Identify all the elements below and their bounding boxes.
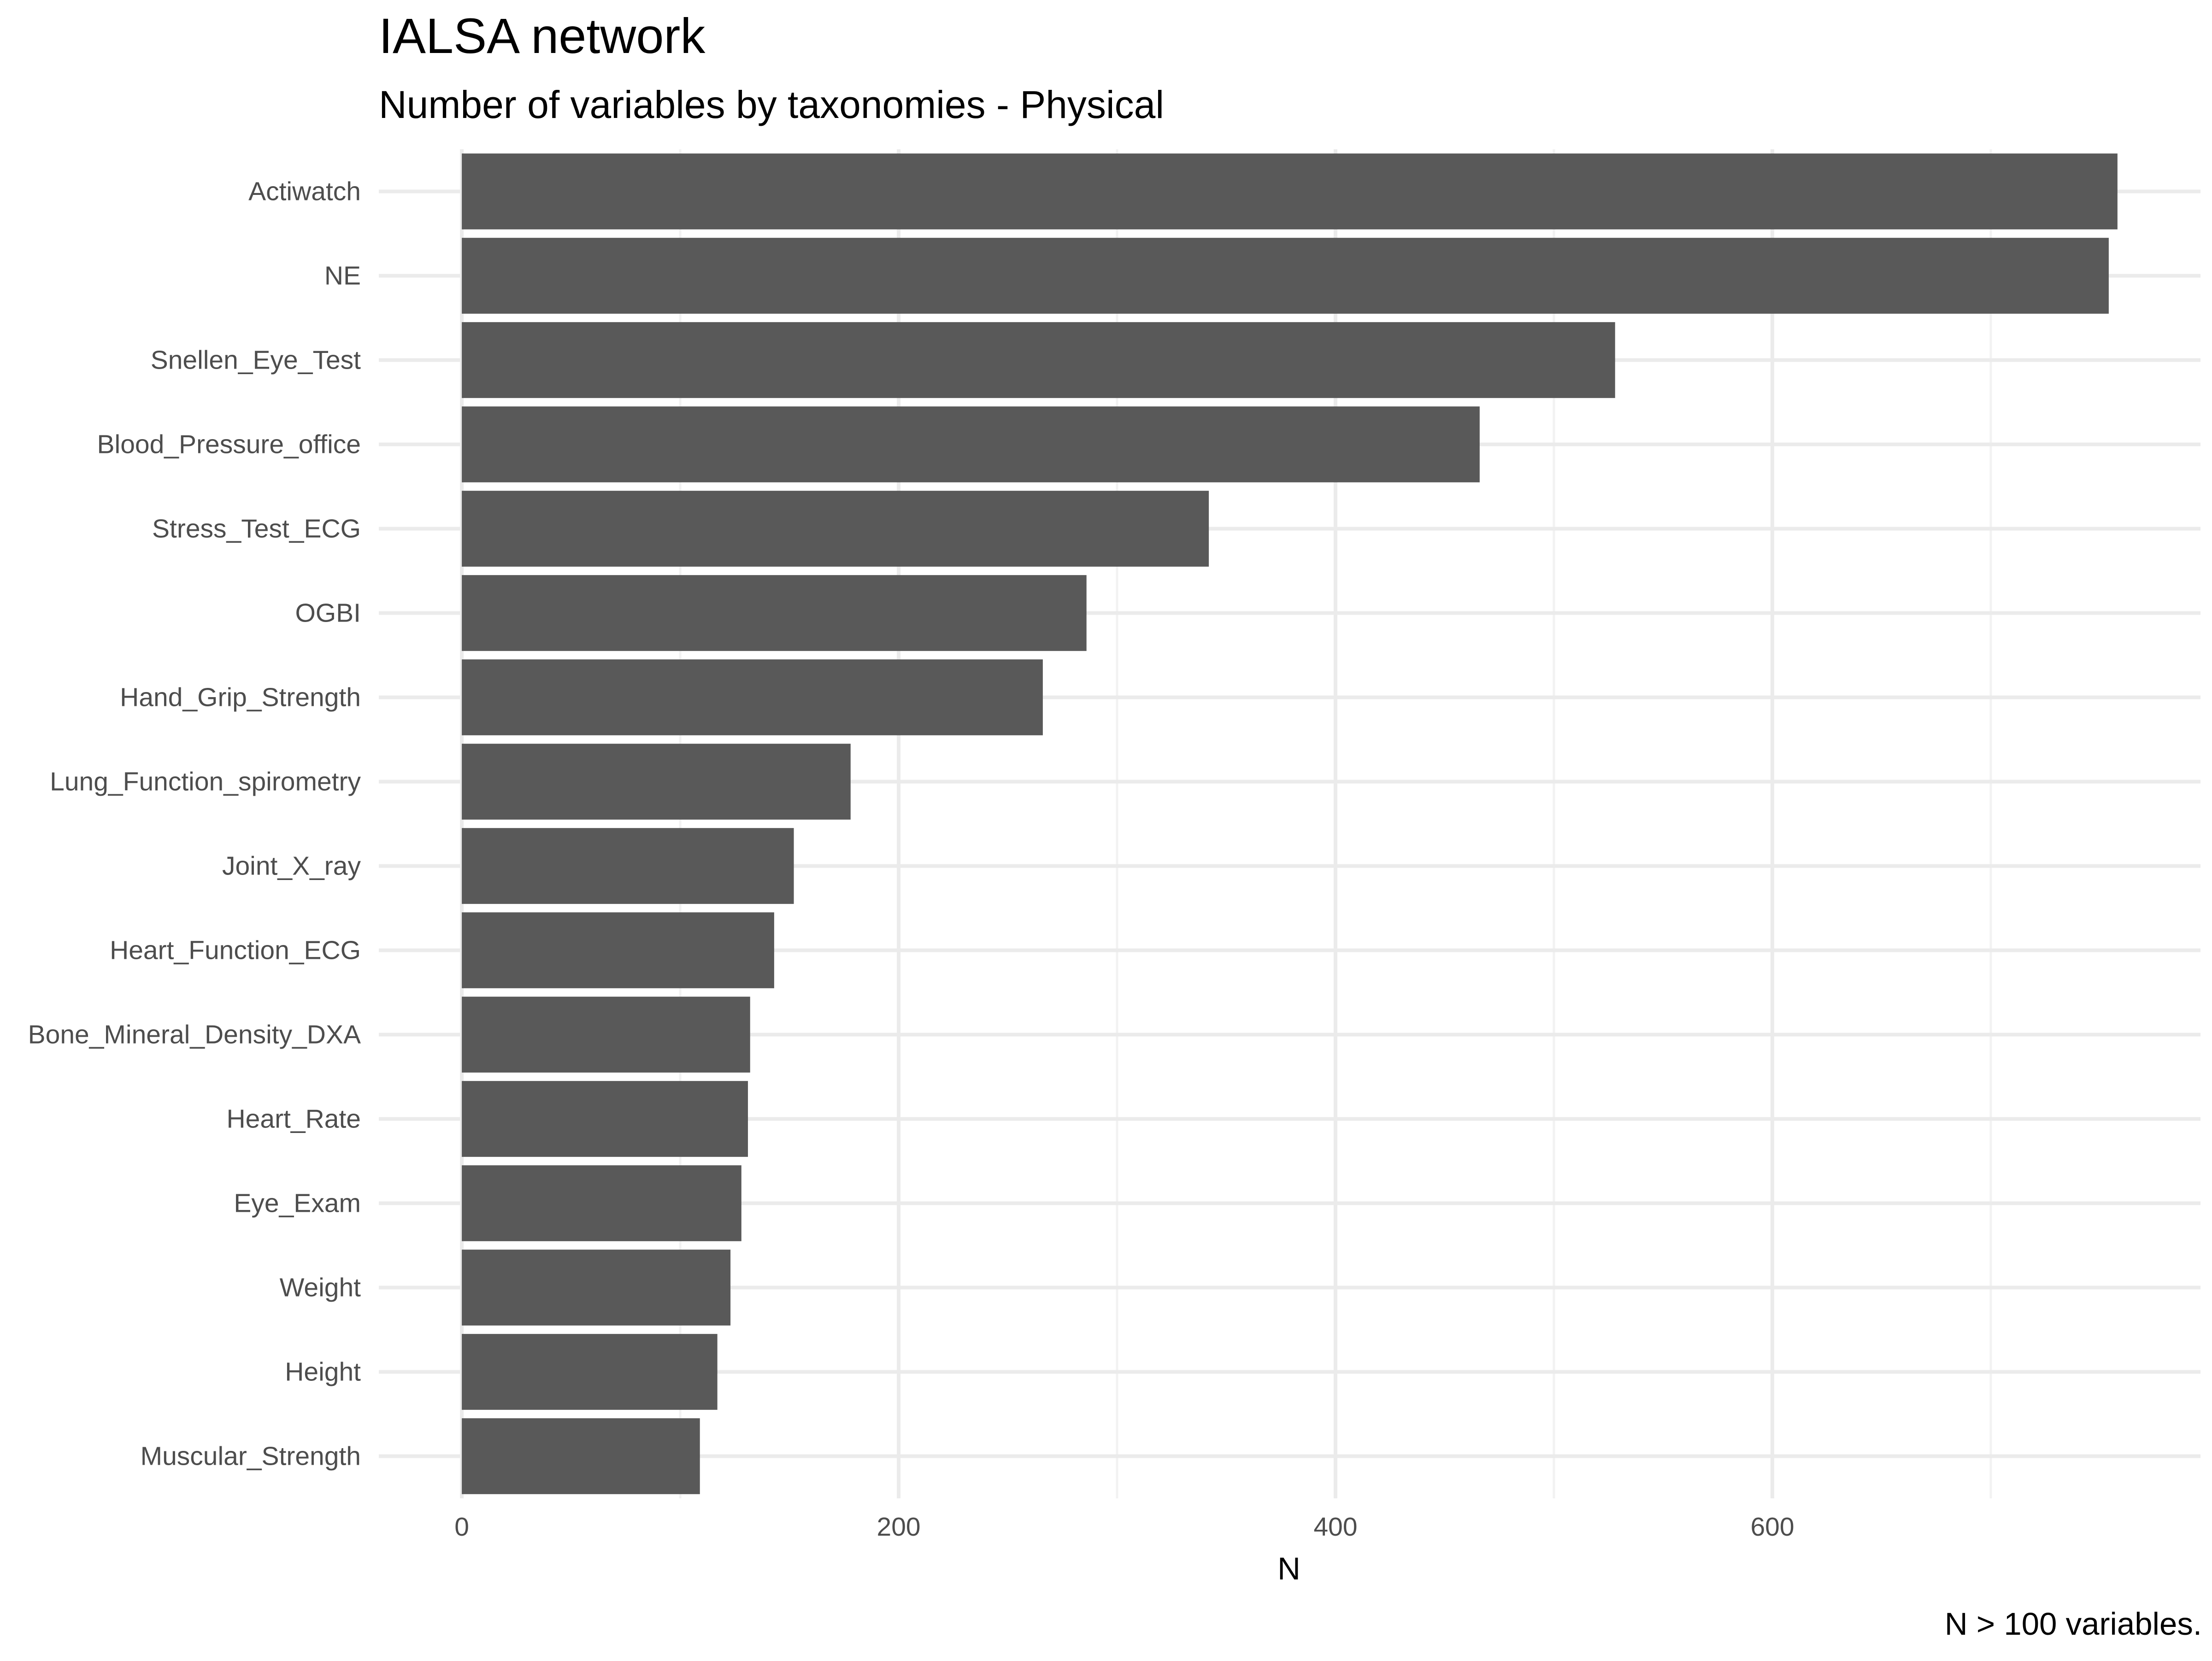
chart-title: IALSA network [379,8,706,64]
bar-ogbi [462,575,1087,651]
category-label: Blood_Pressure_office [97,430,361,459]
category-label: Muscular_Strength [141,1442,361,1471]
category-label: Snellen_Eye_Test [151,346,361,375]
bar-hand-grip-strength [462,659,1043,735]
x-tick-label: 0 [454,1512,469,1542]
bar-ne [462,238,2109,314]
bar-bone-mineral-density-dxa [462,997,750,1073]
bar-snellen-eye-test [462,322,1615,398]
x-tick-label: 400 [1313,1512,1357,1542]
bar-eye-exam [462,1165,741,1241]
bar-heart-rate [462,1081,748,1157]
x-tick-label: 600 [1750,1512,1794,1542]
category-label: Weight [280,1273,361,1303]
bar-heart-function-ecg [462,912,774,988]
bar-actiwatch [462,153,2118,229]
bar-joint-x-ray [462,828,794,904]
bar-stress-test-ecg [462,491,1209,567]
category-label: OGBI [295,599,361,628]
category-label: Lung_Function_spirometry [50,767,361,797]
category-label: Bone_Mineral_Density_DXA [28,1020,361,1050]
bar-lung-function-spirometry [462,744,851,820]
category-label: NE [324,261,361,291]
category-label: Stress_Test_ECG [152,514,361,544]
category-label: Heart_Rate [227,1104,361,1134]
category-label: Eye_Exam [234,1189,361,1218]
category-label: Height [285,1357,361,1387]
category-labels: Actiwatch NE Snellen_Eye_Test Blood_Pressur… [28,177,361,1471]
x-tick-label: 200 [877,1512,921,1542]
chart-subtitle: Number of variables by taxonomies - Phys… [379,83,1164,126]
x-axis-title: N [1277,1551,1300,1586]
category-label: Hand_Grip_Strength [120,683,361,712]
category-label: Actiwatch [248,177,361,206]
bar-blood-pressure-office [462,406,1480,482]
category-label: Joint_X_ray [222,851,361,881]
x-axis-tick-labels: 0 200 400 600 [454,1512,1794,1542]
bar-weight [462,1250,731,1326]
bar-muscular-strength [462,1418,700,1494]
bars [462,153,2118,1494]
category-label: Heart_Function_ECG [110,936,361,965]
chart-caption: N > 100 variables. [1945,1606,2202,1642]
bar-height [462,1334,718,1410]
